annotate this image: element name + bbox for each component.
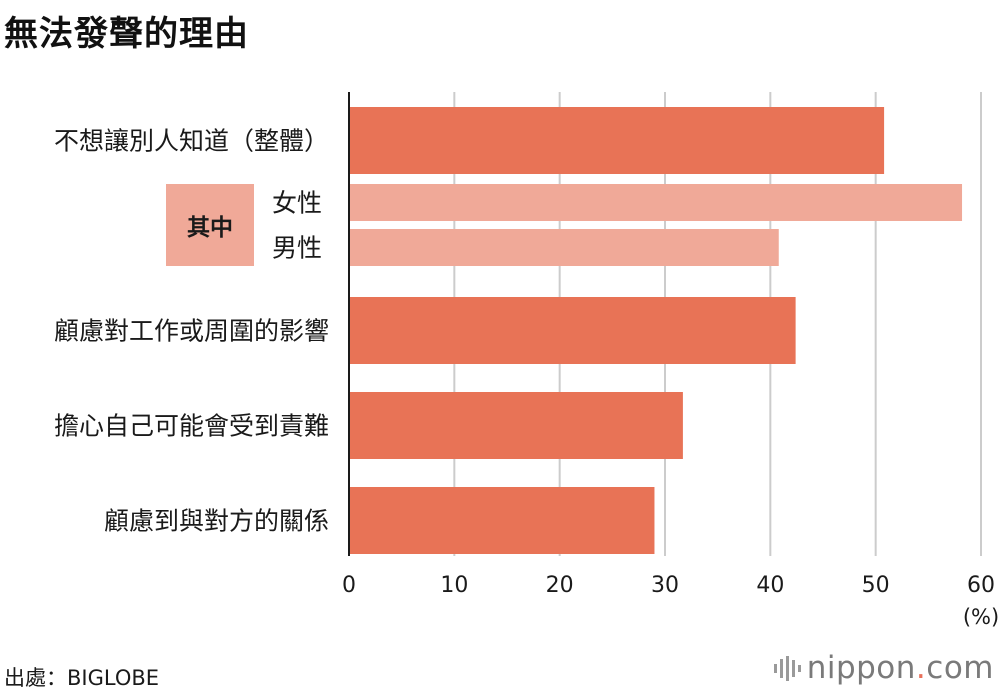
brand-dot: . [915, 650, 927, 686]
bar [349, 107, 885, 174]
bar [349, 229, 779, 266]
brand-suffix: com [926, 650, 994, 686]
x-tick-label: 10 [440, 573, 468, 598]
x-tick-label: 0 [342, 573, 356, 598]
brand-name: nippon [806, 650, 916, 686]
bar [349, 184, 963, 221]
category-label: 女性 [272, 189, 322, 218]
bar [349, 392, 683, 459]
x-tick-label: 40 [756, 573, 784, 598]
category-label: 顧慮對工作或周圍的影響 [54, 317, 329, 346]
brand-logo: nippon. com [773, 650, 994, 686]
category-label: 不想讓別人知道（整體） [54, 127, 329, 156]
x-tick-label: 50 [862, 573, 890, 598]
x-unit-label: (%) [963, 605, 999, 629]
brand-sound-icon [773, 656, 801, 681]
x-tick-label: 30 [651, 573, 679, 598]
chart-title: 無法發聲的理由 [4, 14, 249, 54]
category-label: 男性 [272, 234, 322, 263]
x-tick-label: 60 [967, 573, 995, 598]
bar [349, 487, 655, 554]
category-label: 顧慮到與對方的關係 [104, 507, 329, 536]
group-badge-label: 其中 [166, 184, 254, 266]
source-note: 出處：BIGLOBE [4, 666, 160, 690]
category-label: 擔心自己可能會受到責難 [54, 412, 329, 441]
x-tick-label: 20 [546, 573, 574, 598]
bar [349, 297, 796, 364]
